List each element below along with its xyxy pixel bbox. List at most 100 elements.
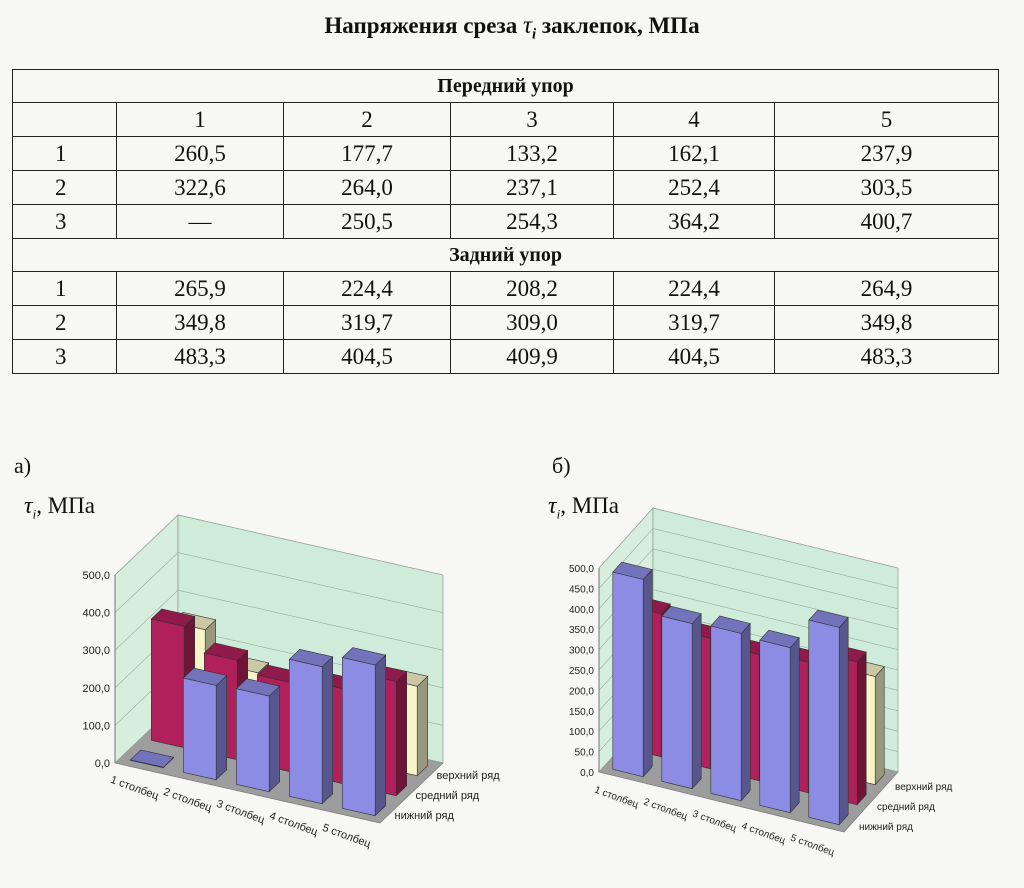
y-tick-label: 0,0 (580, 768, 594, 779)
table-cell: 483,3 (773, 339, 1000, 374)
table-cell: 349,8 (773, 305, 1000, 340)
bar-front-face (288, 658, 323, 805)
y-tick-label: 200,0 (569, 686, 594, 697)
row-header: 1 (12, 271, 117, 306)
gridline (114, 589, 444, 651)
bar-side-face (789, 636, 800, 814)
series-label: нижний ряд (859, 822, 913, 833)
stress-table: Передний упор 1 2 3 4 5 1 260,5 177,7 13… (11, 69, 1000, 374)
table-cell: 208,2 (450, 271, 614, 306)
y-tick-label: 200,0 (82, 683, 110, 695)
series-label: средний ряд (416, 790, 480, 802)
category-label: 4 столбец (268, 810, 320, 839)
gridline (114, 514, 444, 576)
bar-front-face (661, 615, 693, 790)
table-cell: 162,1 (613, 136, 775, 171)
table-row: 1 265,9 224,4 208,2 224,4 264,9 (12, 271, 1000, 306)
y-axis-label-b: τi, МПа (548, 493, 619, 523)
page-title: Напряжения среза τi заклепок, МПа (0, 12, 1024, 44)
row-header: 2 (12, 305, 117, 340)
title-suffix: заклепок, МПа (541, 13, 700, 38)
series-label: нижний ряд (395, 810, 455, 822)
tau-subscript: i (531, 26, 537, 43)
bar-1-4 (759, 629, 800, 814)
table-cell: 177,7 (283, 136, 451, 171)
bar-front-face (808, 619, 840, 826)
column-header: 5 (773, 102, 1000, 137)
y-axis-unit: , МПа (560, 493, 619, 518)
y-tick-label: 100,0 (82, 720, 110, 732)
row-header: 3 (12, 339, 117, 374)
category-label: 2 столбец (162, 786, 214, 815)
table-cell: 400,7 (773, 204, 1000, 239)
y-tick-label: 0,0 (95, 758, 110, 770)
y-tick-label: 300,0 (82, 645, 110, 657)
table-cell: 224,4 (283, 271, 451, 306)
y-tick-label: 500,0 (569, 564, 594, 575)
table-cell: 309,0 (450, 305, 614, 340)
table-cell: 303,5 (773, 170, 1000, 205)
bar-front-face (236, 688, 270, 793)
y-tick-label: 500,0 (82, 570, 110, 582)
series-label: верхний ряд (895, 782, 953, 793)
section-header-row: Задний упор (11, 238, 1000, 272)
table-cell: 322,6 (116, 170, 284, 205)
bar-1-5 (341, 647, 387, 817)
table-cell: 265,9 (116, 271, 284, 306)
corner-cell (12, 102, 117, 137)
y-tick-label: 250,0 (569, 666, 594, 677)
column-header: 3 (450, 102, 614, 137)
table-cell: 133,2 (450, 136, 614, 171)
title-prefix: Напряжения среза (324, 13, 518, 38)
bar-1-1 (129, 749, 175, 769)
table-cell: 264,9 (773, 271, 1000, 306)
row-header: 1 (12, 136, 117, 171)
y-axis-unit: , МПа (36, 493, 95, 518)
table-row: 2 349,8 319,7 309,0 319,7 349,8 (12, 305, 1000, 340)
y-tick-label: 300,0 (569, 646, 594, 657)
tau-subscript: i (32, 506, 37, 522)
bar-1-5 (808, 609, 849, 826)
table-cell: 237,1 (450, 170, 614, 205)
category-label: 5 столбец (321, 822, 373, 851)
table-row: 3 — 250,5 254,3 364,2 400,7 (12, 204, 1000, 239)
bar-front-face (759, 639, 791, 814)
bar-side-face (691, 612, 702, 790)
table-row: 2 322,6 264,0 237,1 252,4 303,5 (12, 170, 1000, 205)
bar-1-3 (710, 615, 751, 802)
table-cell: 319,7 (613, 305, 775, 340)
bar-side-face (740, 622, 751, 802)
column-header: 1 (116, 102, 284, 137)
row-header: 2 (12, 170, 117, 205)
section-label: Передний упор (11, 69, 1000, 103)
bar-side-face (395, 670, 408, 797)
table-cell: 254,3 (450, 204, 614, 239)
gridline (598, 507, 899, 569)
bar-front-face (341, 657, 376, 817)
series-label: верхний ряд (437, 770, 501, 782)
table-cell: 319,7 (283, 305, 451, 340)
bar-chart-b: 500,0 450,0 400,0 350,0 300,0 250,0 200,0 150,0… (569, 507, 953, 859)
bar-front-face (710, 625, 742, 802)
bar-1-3 (235, 678, 281, 793)
bar-1-2 (661, 605, 702, 790)
category-label: 4 столбец (740, 820, 787, 847)
bar-front-face (130, 759, 164, 769)
table-cell: 260,5 (116, 136, 284, 171)
category-label: 2 столбец (642, 796, 689, 823)
bar-side-face (268, 685, 281, 793)
table-cell: — (116, 204, 284, 239)
bar-1-4 (288, 648, 334, 805)
bar-side-face (642, 568, 653, 778)
table-cell: 483,3 (116, 339, 284, 374)
tau-symbol: τ (24, 493, 33, 519)
bar-side-face (374, 654, 387, 817)
row-header: 3 (12, 204, 117, 239)
y-tick-label: 50,0 (575, 748, 595, 759)
panel-label-b: б) (552, 453, 571, 478)
tau-subscript: i (556, 506, 561, 522)
y-tick-label: 150,0 (569, 707, 594, 718)
panel-label-a: а) (14, 453, 32, 478)
table-row: 1 260,5 177,7 133,2 162,1 237,9 (12, 136, 1000, 171)
bar-side-face (416, 675, 429, 777)
